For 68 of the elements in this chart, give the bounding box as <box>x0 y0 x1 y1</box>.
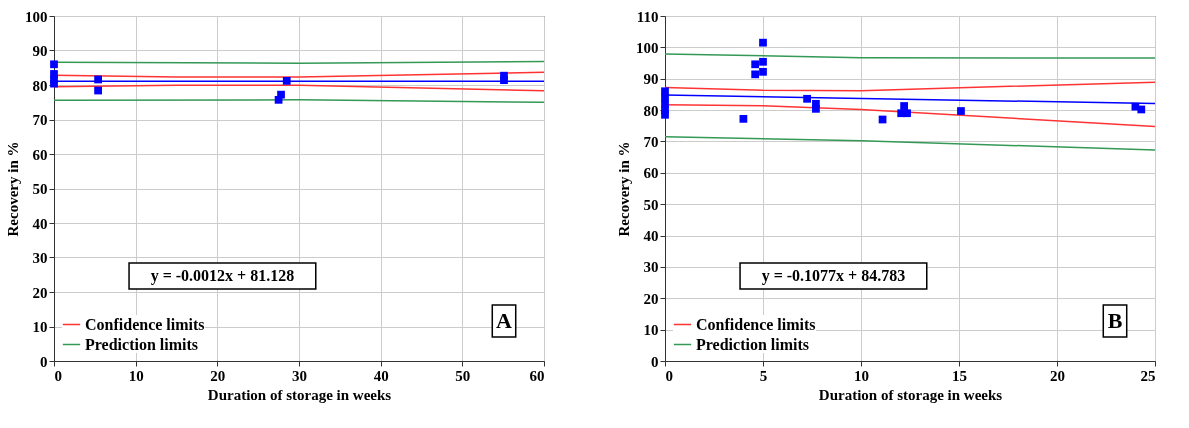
point <box>50 60 58 69</box>
y-tick-label: 20 <box>32 284 48 301</box>
point <box>751 60 760 69</box>
y-tick-label: 80 <box>32 77 48 94</box>
x-axis-title: Duration of storage in weeks <box>207 386 392 403</box>
point <box>759 67 767 76</box>
y-axis-title: Recovery in % <box>616 141 632 237</box>
y-tick-label: 70 <box>32 112 48 128</box>
point <box>900 102 908 110</box>
y-tick-label: 40 <box>643 228 659 245</box>
x-tick-label: 50 <box>455 367 471 384</box>
x-tick-label: 5 <box>759 367 768 384</box>
legend-label: Confidence limits <box>696 315 816 333</box>
y-axis-title: Recovery in % <box>5 141 21 237</box>
point <box>759 38 767 47</box>
point <box>94 86 102 95</box>
y-tick-label: 20 <box>643 290 659 307</box>
point <box>751 70 760 79</box>
point <box>803 94 811 103</box>
y-tick-label: 90 <box>643 71 659 88</box>
y-tick-label: 70 <box>643 133 659 150</box>
point <box>50 79 58 88</box>
point <box>1137 105 1146 114</box>
x-tick-label: 15 <box>952 367 967 384</box>
y-tick-label: 50 <box>32 181 48 197</box>
x-tick-label: 40 <box>373 367 389 384</box>
point <box>277 90 285 99</box>
point <box>282 76 291 85</box>
legend-label: Prediction limits <box>85 335 199 353</box>
x-tick-label: 25 <box>1140 367 1156 384</box>
y-tick-label: 100 <box>636 39 659 56</box>
point <box>661 110 669 119</box>
y-tick-label: 90 <box>32 43 48 59</box>
y-tick-label: 60 <box>643 165 659 182</box>
x-tick-label: 60 <box>529 367 545 384</box>
x-tick-label: 10 <box>854 367 869 384</box>
x-tick-label: 20 <box>210 367 226 384</box>
y-tick-label: 10 <box>643 322 659 339</box>
y-tick-label: 30 <box>643 259 659 276</box>
y-tick-label: 50 <box>643 196 659 213</box>
annotation: B <box>1107 308 1123 333</box>
x-tick-label: 30 <box>292 367 307 384</box>
y-tick-label: 80 <box>643 102 659 119</box>
y-tick-label: 0 <box>40 353 48 370</box>
y-tick-label: 110 <box>636 8 659 25</box>
annotation: y = -0.0012x + 81.128 <box>150 267 295 285</box>
x-tick-label: 20 <box>1050 367 1065 384</box>
y-tick-label: 60 <box>32 146 48 163</box>
point <box>500 76 508 85</box>
legend-label: Confidence limits <box>85 315 205 333</box>
annotation: y = -0.1077x + 84.783 <box>761 267 906 285</box>
x-axis-title: Duration of storage in weeks <box>818 386 1003 403</box>
y-tick-label: 0 <box>651 353 659 370</box>
annotation: A <box>496 308 513 333</box>
point <box>897 109 906 118</box>
y-tick-label: 30 <box>32 250 48 266</box>
point <box>759 57 767 66</box>
x-tick-label: 10 <box>128 367 144 384</box>
point <box>812 104 820 113</box>
point <box>957 107 965 115</box>
y-tick-label: 40 <box>32 215 48 232</box>
x-tick-label: 0 <box>54 367 62 384</box>
x-tick-label: 0 <box>665 367 673 384</box>
legend-label: Prediction limits <box>696 335 810 353</box>
point <box>94 75 102 84</box>
point <box>739 115 748 123</box>
y-tick-label: 10 <box>32 319 48 335</box>
y-tick-label: 100 <box>25 8 48 25</box>
